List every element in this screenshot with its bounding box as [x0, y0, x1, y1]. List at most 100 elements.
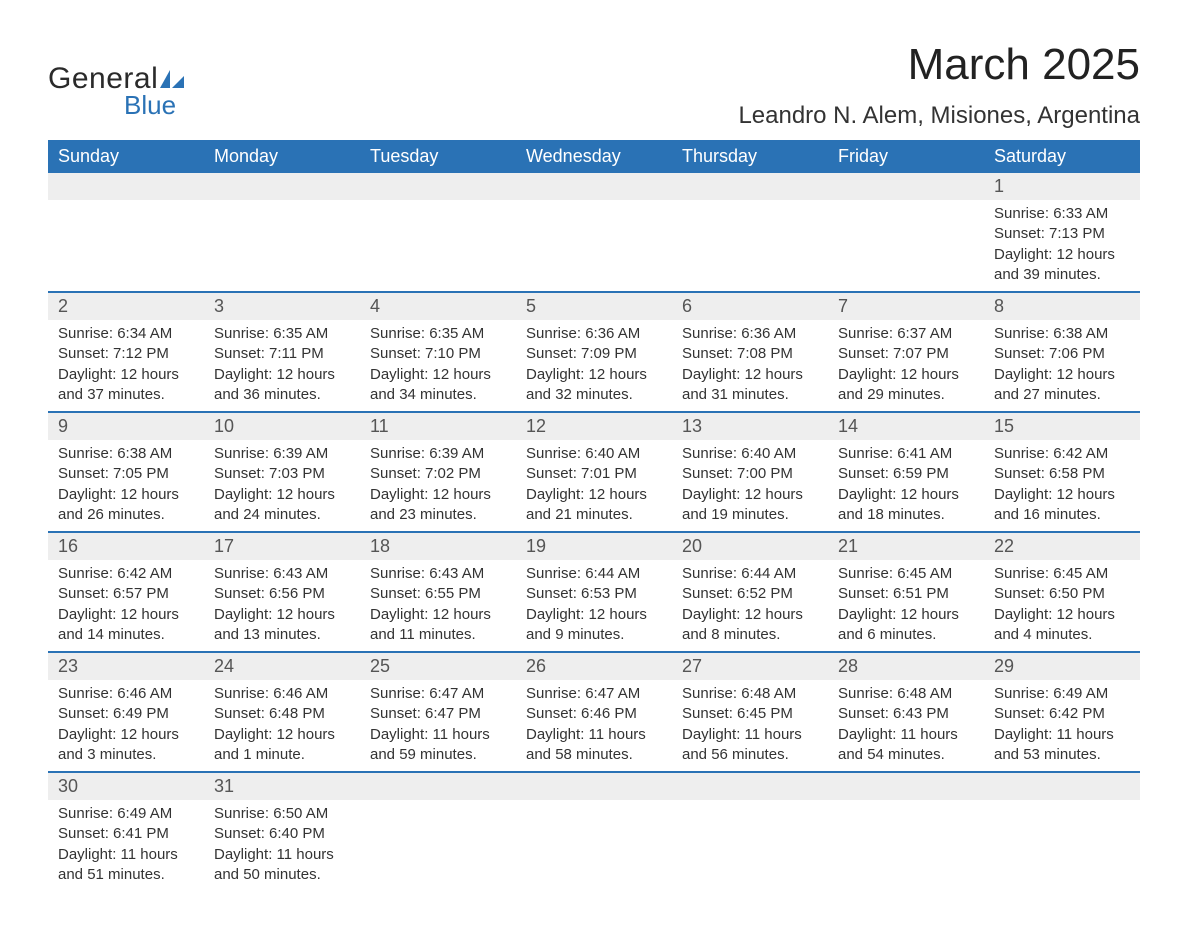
daylight-text-line1: Daylight: 11 hours [58, 845, 194, 865]
page-header: General Blue March 2025 Leandro N. Alem,… [48, 40, 1140, 130]
day-number: 7 [828, 293, 984, 320]
daylight-text-line1: Daylight: 11 hours [526, 725, 662, 745]
calendar-cell [360, 772, 516, 891]
daylight-text-line1: Daylight: 11 hours [682, 725, 818, 745]
daylight-text-line1: Daylight: 12 hours [994, 365, 1130, 385]
day-number: 30 [48, 773, 204, 800]
calendar-cell: 9Sunrise: 6:38 AMSunset: 7:05 PMDaylight… [48, 412, 204, 532]
sunset-text: Sunset: 6:42 PM [994, 704, 1130, 724]
day-content: Sunrise: 6:39 AMSunset: 7:03 PMDaylight:… [204, 440, 360, 531]
sunrise-text: Sunrise: 6:40 AM [526, 444, 662, 464]
daylight-text-line2: and 1 minute. [214, 745, 350, 765]
day-number: 22 [984, 533, 1140, 560]
sunrise-text: Sunrise: 6:38 AM [994, 324, 1130, 344]
calendar-week-row: 30Sunrise: 6:49 AMSunset: 6:41 PMDayligh… [48, 772, 1140, 891]
daylight-text-line2: and 56 minutes. [682, 745, 818, 765]
calendar-cell: 18Sunrise: 6:43 AMSunset: 6:55 PMDayligh… [360, 532, 516, 652]
calendar-cell [984, 772, 1140, 891]
sunset-text: Sunset: 7:07 PM [838, 344, 974, 364]
day-number-bar [516, 773, 672, 800]
calendar-cell: 30Sunrise: 6:49 AMSunset: 6:41 PMDayligh… [48, 772, 204, 891]
calendar-week-row: 1Sunrise: 6:33 AMSunset: 7:13 PMDaylight… [48, 173, 1140, 292]
calendar-cell: 21Sunrise: 6:45 AMSunset: 6:51 PMDayligh… [828, 532, 984, 652]
day-content: Sunrise: 6:46 AMSunset: 6:49 PMDaylight:… [48, 680, 204, 771]
weekday-header-row: Sunday Monday Tuesday Wednesday Thursday… [48, 140, 1140, 173]
calendar-cell [516, 173, 672, 292]
day-number-bar [204, 173, 360, 200]
calendar-cell: 8Sunrise: 6:38 AMSunset: 7:06 PMDaylight… [984, 292, 1140, 412]
sunset-text: Sunset: 7:08 PM [682, 344, 818, 364]
sunset-text: Sunset: 7:06 PM [994, 344, 1130, 364]
calendar-cell: 7Sunrise: 6:37 AMSunset: 7:07 PMDaylight… [828, 292, 984, 412]
weekday-header: Tuesday [360, 140, 516, 173]
calendar-cell: 23Sunrise: 6:46 AMSunset: 6:49 PMDayligh… [48, 652, 204, 772]
day-number: 10 [204, 413, 360, 440]
day-content: Sunrise: 6:34 AMSunset: 7:12 PMDaylight:… [48, 320, 204, 411]
sunrise-text: Sunrise: 6:43 AM [214, 564, 350, 584]
daylight-text-line2: and 27 minutes. [994, 385, 1130, 405]
daylight-text-line1: Daylight: 12 hours [838, 485, 974, 505]
daylight-text-line2: and 37 minutes. [58, 385, 194, 405]
day-number: 6 [672, 293, 828, 320]
calendar-cell: 4Sunrise: 6:35 AMSunset: 7:10 PMDaylight… [360, 292, 516, 412]
day-content: Sunrise: 6:43 AMSunset: 6:56 PMDaylight:… [204, 560, 360, 651]
day-content: Sunrise: 6:47 AMSunset: 6:46 PMDaylight:… [516, 680, 672, 771]
day-content: Sunrise: 6:33 AMSunset: 7:13 PMDaylight:… [984, 200, 1140, 291]
day-content: Sunrise: 6:40 AMSunset: 7:00 PMDaylight:… [672, 440, 828, 531]
day-content [48, 200, 204, 276]
daylight-text-line2: and 3 minutes. [58, 745, 194, 765]
day-content: Sunrise: 6:37 AMSunset: 7:07 PMDaylight:… [828, 320, 984, 411]
sunset-text: Sunset: 6:55 PM [370, 584, 506, 604]
calendar-cell: 14Sunrise: 6:41 AMSunset: 6:59 PMDayligh… [828, 412, 984, 532]
sunrise-text: Sunrise: 6:37 AM [838, 324, 974, 344]
day-number: 25 [360, 653, 516, 680]
weekday-header: Friday [828, 140, 984, 173]
day-content: Sunrise: 6:35 AMSunset: 7:10 PMDaylight:… [360, 320, 516, 411]
day-number-bar [360, 173, 516, 200]
calendar-cell: 20Sunrise: 6:44 AMSunset: 6:52 PMDayligh… [672, 532, 828, 652]
sunrise-text: Sunrise: 6:40 AM [682, 444, 818, 464]
calendar-cell [360, 173, 516, 292]
daylight-text-line2: and 21 minutes. [526, 505, 662, 525]
calendar-cell: 29Sunrise: 6:49 AMSunset: 6:42 PMDayligh… [984, 652, 1140, 772]
day-number-bar [828, 173, 984, 200]
day-number-bar [48, 173, 204, 200]
daylight-text-line2: and 16 minutes. [994, 505, 1130, 525]
calendar-cell: 16Sunrise: 6:42 AMSunset: 6:57 PMDayligh… [48, 532, 204, 652]
sunrise-text: Sunrise: 6:48 AM [838, 684, 974, 704]
sunrise-text: Sunrise: 6:48 AM [682, 684, 818, 704]
calendar-cell: 10Sunrise: 6:39 AMSunset: 7:03 PMDayligh… [204, 412, 360, 532]
sunset-text: Sunset: 6:58 PM [994, 464, 1130, 484]
sunset-text: Sunset: 6:43 PM [838, 704, 974, 724]
calendar-cell: 26Sunrise: 6:47 AMSunset: 6:46 PMDayligh… [516, 652, 672, 772]
daylight-text-line1: Daylight: 11 hours [994, 725, 1130, 745]
month-title: March 2025 [738, 40, 1140, 90]
sunset-text: Sunset: 6:51 PM [838, 584, 974, 604]
day-number-bar [828, 773, 984, 800]
sunset-text: Sunset: 6:53 PM [526, 584, 662, 604]
calendar-cell [828, 173, 984, 292]
brand-logo: General Blue [48, 62, 184, 121]
daylight-text-line2: and 14 minutes. [58, 625, 194, 645]
day-content: Sunrise: 6:35 AMSunset: 7:11 PMDaylight:… [204, 320, 360, 411]
day-number-bar [672, 773, 828, 800]
sail-icon [160, 70, 184, 88]
daylight-text-line2: and 58 minutes. [526, 745, 662, 765]
day-content: Sunrise: 6:49 AMSunset: 6:42 PMDaylight:… [984, 680, 1140, 771]
day-number-bar [360, 773, 516, 800]
sunrise-text: Sunrise: 6:35 AM [370, 324, 506, 344]
calendar-cell: 31Sunrise: 6:50 AMSunset: 6:40 PMDayligh… [204, 772, 360, 891]
calendar-cell: 13Sunrise: 6:40 AMSunset: 7:00 PMDayligh… [672, 412, 828, 532]
daylight-text-line2: and 24 minutes. [214, 505, 350, 525]
calendar-cell [828, 772, 984, 891]
sunset-text: Sunset: 6:59 PM [838, 464, 974, 484]
daylight-text-line2: and 51 minutes. [58, 865, 194, 885]
daylight-text-line1: Daylight: 12 hours [526, 605, 662, 625]
calendar-cell [516, 772, 672, 891]
sunrise-text: Sunrise: 6:41 AM [838, 444, 974, 464]
day-content [360, 200, 516, 276]
day-content: Sunrise: 6:41 AMSunset: 6:59 PMDaylight:… [828, 440, 984, 531]
daylight-text-line2: and 6 minutes. [838, 625, 974, 645]
sunrise-text: Sunrise: 6:39 AM [214, 444, 350, 464]
sunset-text: Sunset: 7:02 PM [370, 464, 506, 484]
